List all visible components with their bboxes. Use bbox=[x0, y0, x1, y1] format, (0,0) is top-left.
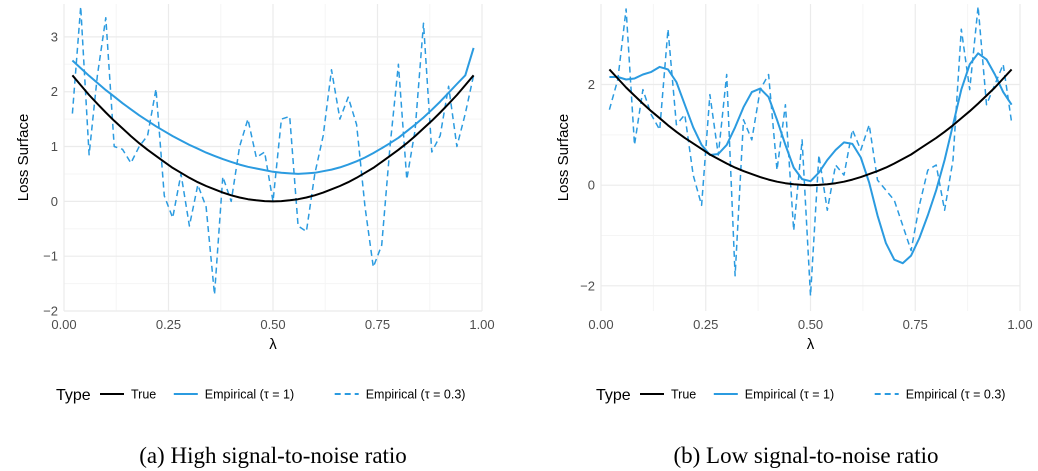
y-tick-label: 3 bbox=[51, 29, 58, 44]
legend-label: True bbox=[131, 388, 156, 402]
series-true-line bbox=[71, 74, 475, 203]
y-tick-label: −1 bbox=[43, 249, 58, 264]
legend-label: Empirical (τ = 1) bbox=[205, 388, 294, 402]
y-tick-label: −2 bbox=[580, 278, 595, 293]
y-axis-title: Loss Surface bbox=[555, 114, 572, 202]
y-tick-label: 1 bbox=[51, 139, 58, 154]
y-tick-label: 0 bbox=[51, 194, 58, 209]
panel-caption: (b) Low signal-to-noise ratio bbox=[673, 443, 938, 468]
y-tick-label: 2 bbox=[588, 77, 595, 92]
x-tick-label: 0.00 bbox=[51, 317, 76, 332]
x-tick-label: 1.00 bbox=[469, 317, 494, 332]
x-tick-label: 0.00 bbox=[588, 317, 613, 332]
panel-caption: (a) High signal-to-noise ratio bbox=[139, 443, 407, 468]
x-tick-label: 0.50 bbox=[798, 317, 823, 332]
x-axis-title: λ bbox=[269, 336, 277, 353]
series-empirical-tau1-line bbox=[609, 52, 1013, 265]
legend-title: Type bbox=[56, 387, 91, 404]
legend-label: Empirical (τ = 0.3) bbox=[366, 388, 466, 402]
legend: Type True Empirical (τ = 1) Empirical (τ = … bbox=[596, 387, 1005, 404]
x-tick-label: 1.00 bbox=[1007, 317, 1032, 332]
x-tick-label: 0.25 bbox=[156, 317, 181, 332]
y-axis-title: Loss Surface bbox=[15, 114, 32, 202]
grid-lines bbox=[600, 4, 1021, 311]
y-tick-label: −2 bbox=[43, 304, 58, 319]
legend: Type True Empirical (τ = 1) Empirical (τ = … bbox=[56, 387, 465, 404]
legend-label: Empirical (τ = 0.3) bbox=[906, 388, 1006, 402]
legend-label: True bbox=[671, 388, 696, 402]
legend-title: Type bbox=[596, 387, 631, 404]
panel-b: 0.00 0.25 0.50 0.75 1.00 −2 0 2 λ Loss Surface Typ… bbox=[555, 4, 1033, 468]
series-true-line bbox=[608, 68, 1013, 187]
x-tick-label: 0.75 bbox=[365, 317, 390, 332]
x-axis-title: λ bbox=[807, 336, 815, 353]
y-tick-label: 0 bbox=[588, 178, 595, 193]
x-tick-label: 0.75 bbox=[903, 317, 928, 332]
series-empirical-tau03-line bbox=[608, 5, 1013, 297]
legend-label: Empirical (τ = 1) bbox=[745, 388, 834, 402]
y-tick-label: 2 bbox=[51, 84, 58, 99]
panel-a: 0.00 0.25 0.50 0.75 1.00 −2 −1 0 1 2 3 λ Loss Surfac… bbox=[15, 4, 495, 468]
series-empirical-tau1-line bbox=[71, 47, 475, 175]
x-tick-label: 0.25 bbox=[693, 317, 718, 332]
x-tick-label: 0.50 bbox=[260, 317, 285, 332]
